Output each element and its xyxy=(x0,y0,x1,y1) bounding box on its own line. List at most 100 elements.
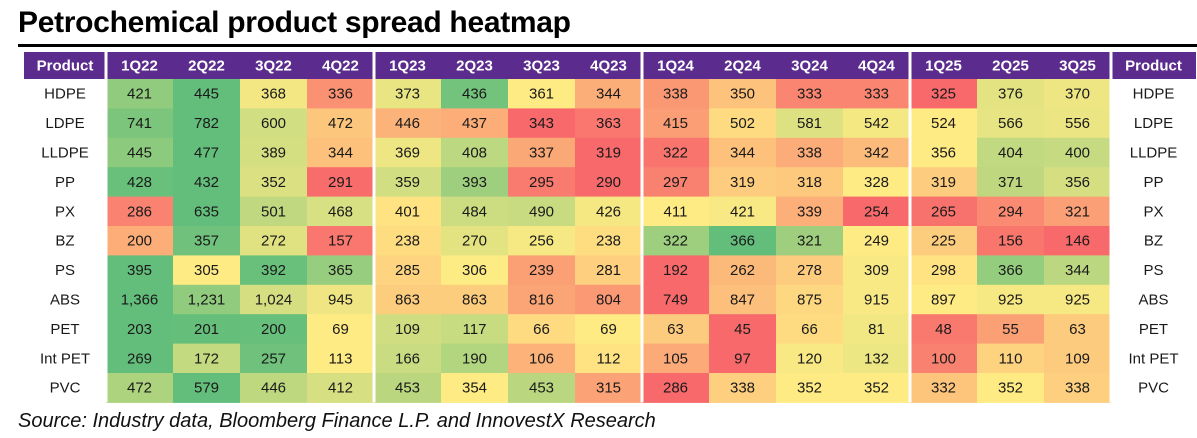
heatmap-cell xyxy=(441,79,508,109)
heatmap-cell xyxy=(441,108,508,139)
heatmap-cell xyxy=(1044,373,1111,403)
heatmap-cell xyxy=(575,255,642,286)
year-separator xyxy=(640,52,644,403)
cell-value: 501 xyxy=(261,203,286,220)
cell-value: 338 xyxy=(797,144,822,161)
cell-value: 254 xyxy=(864,203,889,220)
heatmap-cell xyxy=(106,108,173,139)
heatmap-cell xyxy=(910,196,977,227)
cell-value: 393 xyxy=(462,174,487,191)
heatmap-cell xyxy=(575,196,642,227)
cell-value: 105 xyxy=(663,350,688,367)
heatmap-cell xyxy=(843,196,910,227)
heatmap-cell xyxy=(173,314,240,345)
column-header-1Q25: 1Q25 xyxy=(925,57,962,74)
cell-value: 484 xyxy=(462,203,487,220)
cell-value: 366 xyxy=(730,233,755,250)
heatmap-cell xyxy=(709,314,776,345)
cell-value: 336 xyxy=(328,86,353,103)
row-label-left: PP xyxy=(55,174,75,191)
cell-value: 190 xyxy=(462,350,487,367)
cell-value: 270 xyxy=(462,233,487,250)
year-separator xyxy=(372,52,376,403)
cell-value: 356 xyxy=(931,144,956,161)
heatmap-cell xyxy=(910,343,977,374)
cell-value: 1,231 xyxy=(188,291,226,308)
heatmap-cell xyxy=(843,373,910,403)
cell-value: 321 xyxy=(797,233,822,250)
cell-value: 269 xyxy=(127,350,152,367)
heatmap-cell xyxy=(642,196,709,227)
row-label-left: BZ xyxy=(55,233,74,250)
cell-value: 200 xyxy=(127,233,152,250)
cell-value: 63 xyxy=(1069,321,1086,338)
row-label-left: PS xyxy=(55,262,75,279)
heatmap-cell xyxy=(709,226,776,256)
heatmap-cell xyxy=(1044,314,1111,345)
cell-value: 421 xyxy=(127,86,152,103)
cell-value: 446 xyxy=(395,115,420,132)
heatmap-cell xyxy=(106,137,173,168)
cell-value: 322 xyxy=(663,233,688,250)
cell-value: 359 xyxy=(395,174,420,191)
heatmap-cell xyxy=(709,284,776,315)
cell-value: 350 xyxy=(730,86,755,103)
cell-value: 344 xyxy=(328,144,353,161)
heatmap-cell xyxy=(374,226,441,256)
cell-value: 556 xyxy=(1065,115,1090,132)
cell-value: 361 xyxy=(529,86,554,103)
heatmap-cell xyxy=(575,167,642,198)
heatmap-cell xyxy=(977,137,1044,168)
heatmap-cell xyxy=(173,137,240,168)
cell-value: 446 xyxy=(261,380,286,397)
heatmap-cell xyxy=(1044,284,1111,315)
cell-value: 332 xyxy=(931,380,956,397)
heatmap-cell xyxy=(106,343,173,374)
cell-value: 298 xyxy=(931,262,956,279)
cell-value: 412 xyxy=(328,380,353,397)
cell-value: 468 xyxy=(328,203,353,220)
cell-value: 875 xyxy=(797,291,822,308)
heatmap-cell xyxy=(642,314,709,345)
cell-value: 376 xyxy=(998,86,1023,103)
heatmap-cell xyxy=(240,79,307,109)
row-label-left: ABS xyxy=(50,291,80,308)
cell-value: 112 xyxy=(597,350,621,367)
column-header-4Q24: 4Q24 xyxy=(858,57,895,74)
heatmap-cell xyxy=(173,167,240,198)
cell-value: 635 xyxy=(194,203,219,220)
row-label-left: Int PET xyxy=(40,350,90,367)
cell-value: 66 xyxy=(533,321,550,338)
cell-value: 318 xyxy=(797,174,822,191)
cell-value: 109 xyxy=(395,321,420,338)
heatmap-cell xyxy=(709,137,776,168)
row-label-left: HDPE xyxy=(44,86,86,103)
cell-value: 1,024 xyxy=(255,291,293,308)
heatmap-cell xyxy=(441,373,508,403)
cell-value: 408 xyxy=(462,144,487,161)
row-label-left: LDPE xyxy=(45,115,84,132)
heatmap-cell xyxy=(106,226,173,256)
heatmap-cell xyxy=(776,284,843,315)
heatmap-cell xyxy=(977,196,1044,227)
heatmap-cell xyxy=(307,137,374,168)
heatmap-cell xyxy=(776,373,843,403)
heatmap-cell xyxy=(173,343,240,374)
heatmap-cell xyxy=(508,314,575,345)
cell-value: 421 xyxy=(730,203,755,220)
heatmap-cell xyxy=(709,108,776,139)
cell-value: 325 xyxy=(931,86,956,103)
row-label-right: PS xyxy=(1143,262,1163,279)
heatmap-cell xyxy=(910,167,977,198)
heatmap-cell xyxy=(910,284,977,315)
label-separator xyxy=(104,52,108,403)
cell-value: 436 xyxy=(462,86,487,103)
column-header-2Q25: 2Q25 xyxy=(992,57,1029,74)
heatmap-cell xyxy=(776,108,843,139)
heatmap-cell xyxy=(441,196,508,227)
row-label-left: PVC xyxy=(50,380,81,397)
heatmap-cell xyxy=(240,196,307,227)
heatmap-cell xyxy=(642,284,709,315)
cell-value: 113 xyxy=(329,350,353,367)
